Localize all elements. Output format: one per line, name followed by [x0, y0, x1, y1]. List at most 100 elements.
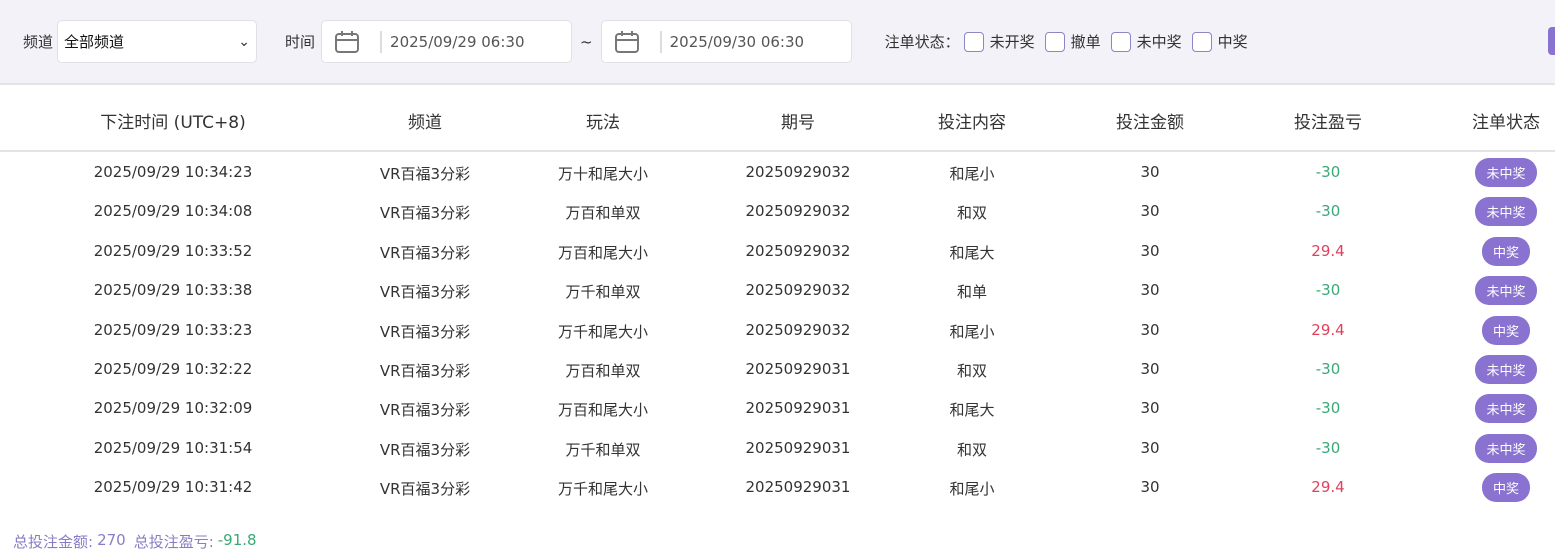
cell-bet-content: 和尾小	[949, 480, 995, 499]
cell-channel: VR百福3分彩	[379, 362, 471, 380]
cell-bet-time: 2025/09/29 10:32:09	[93, 399, 253, 418]
cell-play-type: 万千和单双	[565, 440, 641, 459]
channel-select-value: 全部频道	[64, 33, 125, 51]
table-row: 2025/09/29 10:33:52 VR百福3分彩 万百和尾大小 20250929…	[0, 231, 1555, 270]
status-cell: 未中奖	[1457, 394, 1555, 424]
status-badge: 中奖	[1481, 236, 1530, 266]
channel-select[interactable]: 全部频道 ⌄	[57, 20, 258, 63]
cell-profit-loss: 29.4	[1311, 320, 1345, 339]
total-bet-label: 总投注金额:	[13, 533, 94, 551]
cell-channel: VR百福3分彩	[379, 204, 471, 223]
cell-bet-time: 2025/09/29 10:34:23	[93, 163, 253, 181]
cell-bet-content: 和尾大	[949, 243, 995, 262]
table-row: 2025/09/29 10:31:54 VR百福3分彩 万千和单双 202509290…	[0, 428, 1555, 467]
cell-channel: VR百福3分彩	[379, 243, 471, 262]
header-issue-number: 期号	[781, 113, 815, 133]
cell-bet-content: 和单	[956, 283, 987, 302]
status-badge: 中奖	[1481, 473, 1530, 503]
status-cell: 未中奖	[1457, 355, 1555, 384]
cell-play-type: 万百和尾大小	[557, 243, 648, 262]
status-badge: 未中奖	[1475, 355, 1537, 384]
header-status: 注单状态	[1472, 113, 1540, 133]
cell-bet-time: 2025/09/29 10:31:54	[93, 438, 253, 457]
total-pl-label: 总投注盈亏:	[133, 533, 214, 551]
table-header: 下注时间 (UTC+8) 频道 玩法 期号 投注内容 投注金额 投注盈亏 注单状态	[0, 87, 1555, 152]
filter-bar: 频道 全部频道 ⌄ 时间 2025/09/29 06:30 ~ 2025/09/…	[0, 0, 1555, 85]
table-row: 2025/09/29 10:34:23 VR百福3分彩 万十和尾大小 20250929…	[0, 152, 1555, 191]
table-row: 2025/09/29 10:34:08 VR百福3分彩 万百和单双 202509290…	[0, 191, 1555, 230]
summary: 总投注金额: 270 总投注盈亏: -91.8	[13, 531, 257, 552]
cell-bet-time: 2025/09/29 10:32:22	[93, 360, 253, 378]
header-profit-loss: 投注盈亏	[1294, 113, 1362, 133]
chevron-down-icon: ⌄	[238, 33, 251, 50]
cell-channel: VR百福3分彩	[379, 440, 471, 459]
cell-play-type: 万百和单双	[565, 204, 641, 223]
cell-bet-time: 2025/09/29 10:31:42	[93, 478, 253, 497]
status-badge: 未中奖	[1475, 394, 1537, 424]
cell-bet-amount: 30	[1140, 202, 1160, 221]
cell-channel: VR百福3分彩	[379, 322, 471, 341]
cell-bet-amount: 30	[1140, 281, 1160, 300]
cell-bet-content: 和双	[956, 362, 987, 380]
checkbox-cancelled-label[interactable]: 撤单	[1070, 33, 1101, 51]
start-date-input[interactable]: 2025/09/29 06:30	[321, 20, 573, 63]
channel-label: 频道	[23, 33, 54, 51]
table-row: 2025/09/29 10:31:42 VR百福3分彩 万千和尾大小 20250929…	[0, 467, 1555, 506]
cell-profit-loss: 29.4	[1311, 478, 1345, 497]
status-cell: 未中奖	[1457, 197, 1555, 227]
search-button[interactable]	[1548, 27, 1555, 55]
table-row: 2025/09/29 10:32:22 VR百福3分彩 万百和单双 202509290…	[0, 349, 1555, 388]
total-bet-value: 270	[97, 531, 126, 549]
table-row: 2025/09/29 10:33:23 VR百福3分彩 万千和尾大小 20250929…	[0, 310, 1555, 349]
status-cell: 中奖	[1457, 236, 1555, 266]
cell-bet-content: 和双	[956, 204, 987, 223]
checkbox-pending[interactable]	[963, 31, 984, 52]
status-cell: 未中奖	[1457, 433, 1555, 463]
cell-bet-amount: 30	[1140, 320, 1160, 339]
cell-bet-amount: 30	[1140, 163, 1160, 181]
status-cell: 未中奖	[1457, 276, 1555, 306]
calendar-icon	[335, 30, 360, 53]
range-separator: ~	[580, 32, 593, 51]
cell-play-type: 万千和单双	[565, 283, 641, 302]
cell-play-type: 万千和尾大小	[557, 322, 648, 341]
cell-bet-time: 2025/09/29 10:33:23	[93, 320, 253, 339]
header-channel: 频道	[408, 113, 442, 133]
cell-issue-number: 20250929032	[745, 320, 851, 339]
cell-bet-amount: 30	[1140, 438, 1160, 457]
checkbox-lost-label[interactable]: 未中奖	[1136, 33, 1182, 51]
header-bet-time: 下注时间 (UTC+8)	[100, 113, 246, 133]
header-play-type: 玩法	[586, 113, 620, 133]
cell-issue-number: 20250929032	[745, 241, 851, 260]
checkbox-cancelled[interactable]	[1044, 31, 1065, 52]
cell-profit-loss: -30	[1315, 202, 1341, 221]
cell-bet-amount: 30	[1140, 241, 1160, 260]
cell-issue-number: 20250929031	[745, 438, 851, 457]
end-date-input[interactable]: 2025/09/30 06:30	[600, 20, 852, 63]
cell-bet-amount: 30	[1140, 478, 1160, 497]
cell-profit-loss: -30	[1315, 281, 1341, 300]
cell-bet-content: 和尾小	[949, 165, 995, 183]
cell-bet-time: 2025/09/29 10:33:52	[93, 241, 253, 260]
status-badge: 未中奖	[1475, 433, 1537, 463]
cell-channel: VR百福3分彩	[379, 283, 471, 302]
cell-channel: VR百福3分彩	[379, 401, 471, 420]
time-label: 时间	[285, 33, 316, 51]
cell-issue-number: 20250929031	[745, 360, 851, 378]
cell-profit-loss: -30	[1315, 163, 1341, 181]
status-badge: 未中奖	[1475, 276, 1537, 306]
header-bet-content: 投注内容	[938, 113, 1006, 133]
cell-profit-loss: -30	[1315, 438, 1341, 457]
cell-issue-number: 20250929032	[745, 281, 851, 300]
checkbox-won-label[interactable]: 中奖	[1217, 33, 1248, 51]
calendar-icon	[614, 30, 639, 53]
checkbox-pending-label[interactable]: 未开奖	[989, 33, 1035, 51]
cell-bet-amount: 30	[1140, 360, 1160, 378]
status-badge: 中奖	[1481, 315, 1530, 345]
cell-channel: VR百福3分彩	[379, 165, 471, 183]
checkbox-lost[interactable]	[1110, 31, 1131, 52]
status-cell: 中奖	[1457, 473, 1555, 503]
status-label: 注单状态：	[884, 33, 960, 51]
checkbox-won[interactable]	[1191, 31, 1212, 52]
table-row: 2025/09/29 10:32:09 VR百福3分彩 万百和尾大小 20250929…	[0, 388, 1555, 427]
